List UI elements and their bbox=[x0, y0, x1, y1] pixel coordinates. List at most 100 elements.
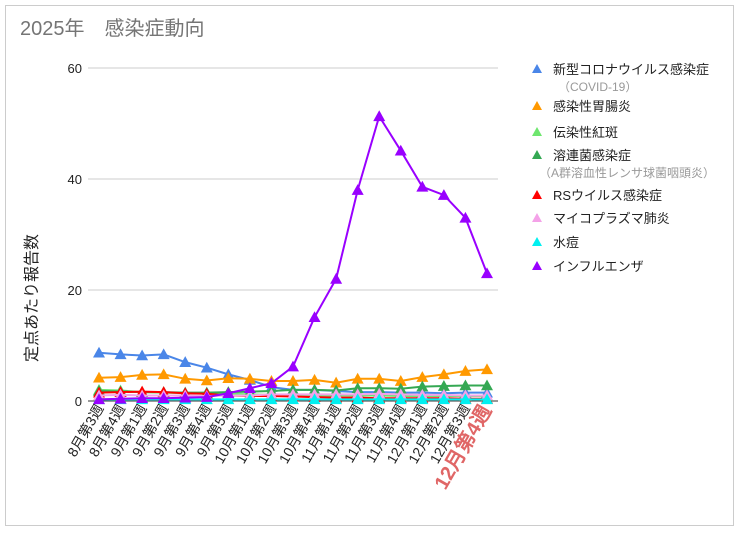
data-point[interactable] bbox=[179, 391, 192, 403]
legend-label: 伝染性紅斑 bbox=[553, 125, 618, 140]
chart-title: 2025年 感染症動向 bbox=[20, 17, 205, 40]
data-point[interactable] bbox=[437, 189, 450, 200]
legend-triangle-icon bbox=[532, 150, 542, 159]
data-point[interactable] bbox=[265, 393, 278, 405]
data-point[interactable] bbox=[222, 387, 235, 399]
legend-item[interactable]: インフルエンザ bbox=[532, 259, 644, 274]
data-point[interactable] bbox=[373, 387, 386, 399]
legend-triangle-icon bbox=[532, 190, 542, 199]
data-point[interactable] bbox=[437, 368, 450, 380]
data-point[interactable] bbox=[351, 372, 364, 384]
data-point[interactable] bbox=[351, 184, 364, 195]
data-point[interactable] bbox=[243, 393, 256, 405]
data-point[interactable] bbox=[416, 180, 429, 192]
data-point[interactable] bbox=[157, 392, 170, 404]
legend-label: 新型コロナウイルス感染症 bbox=[553, 62, 709, 77]
y-tick-label: 60 bbox=[68, 61, 82, 76]
legend-triangle-icon bbox=[532, 213, 542, 222]
data-point[interactable] bbox=[481, 267, 493, 279]
data-point[interactable] bbox=[330, 393, 343, 405]
data-point[interactable] bbox=[394, 393, 407, 405]
data-point[interactable] bbox=[416, 380, 429, 392]
data-point[interactable] bbox=[93, 346, 105, 358]
data-point[interactable] bbox=[351, 393, 364, 405]
legend-label: インフルエンザ bbox=[553, 259, 644, 274]
data-point[interactable] bbox=[157, 348, 170, 360]
data-point[interactable] bbox=[373, 382, 386, 394]
data-point[interactable] bbox=[287, 360, 299, 372]
data-point[interactable] bbox=[373, 372, 386, 384]
data-point[interactable] bbox=[351, 382, 364, 394]
data-point[interactable] bbox=[222, 393, 235, 405]
legend-sublabel: （A群溶血性レンサ球菌咽頭炎） bbox=[539, 165, 715, 180]
data-point[interactable] bbox=[459, 379, 472, 391]
data-point[interactable] bbox=[93, 371, 105, 383]
y-tick-label: 0 bbox=[75, 394, 82, 409]
legend-item[interactable]: マイコプラズマ肺炎 bbox=[532, 211, 670, 226]
y-tick-label: 20 bbox=[68, 283, 82, 298]
legend-item[interactable]: 水痘 bbox=[532, 235, 579, 250]
legend-triangle-icon bbox=[532, 101, 542, 110]
data-point[interactable] bbox=[394, 144, 407, 156]
y-axis-label: 定点あたり報告数 bbox=[23, 234, 41, 362]
series-line bbox=[98, 113, 488, 401]
legend-label: 感染性胃腸炎 bbox=[553, 99, 631, 114]
data-point[interactable] bbox=[200, 391, 213, 402]
chart-frame bbox=[5, 5, 734, 526]
data-point[interactable] bbox=[308, 393, 321, 405]
legend-triangle-icon bbox=[532, 127, 542, 136]
legend-item[interactable]: 新型コロナウイルス感染症 （COVID-19） bbox=[532, 62, 709, 94]
data-point[interactable] bbox=[136, 368, 149, 380]
data-point[interactable] bbox=[416, 371, 429, 382]
data-point[interactable] bbox=[287, 375, 299, 386]
data-point[interactable] bbox=[243, 372, 256, 384]
series-7 bbox=[93, 110, 493, 405]
data-point[interactable] bbox=[330, 376, 343, 388]
data-point[interactable] bbox=[114, 371, 127, 382]
data-point[interactable] bbox=[179, 372, 192, 384]
data-point[interactable] bbox=[287, 393, 299, 405]
legend-item[interactable]: 溶連菌感染症 （A群溶血性レンサ球菌咽頭炎） bbox=[532, 148, 715, 180]
data-point[interactable] bbox=[330, 272, 343, 284]
data-point[interactable] bbox=[157, 368, 170, 380]
data-point[interactable] bbox=[93, 393, 105, 405]
y-tick-label: 40 bbox=[68, 172, 82, 187]
legend-item[interactable]: RSウイルス感染症 bbox=[532, 188, 662, 203]
data-point[interactable] bbox=[114, 348, 127, 360]
data-point[interactable] bbox=[459, 393, 472, 405]
data-point[interactable] bbox=[394, 382, 407, 394]
data-point[interactable] bbox=[222, 372, 235, 384]
data-point[interactable] bbox=[481, 363, 493, 375]
data-point[interactable] bbox=[481, 379, 493, 391]
data-point[interactable] bbox=[200, 361, 213, 373]
data-point[interactable] bbox=[243, 382, 256, 394]
data-point[interactable] bbox=[459, 211, 472, 223]
data-point[interactable] bbox=[265, 377, 278, 389]
legend-item[interactable]: 感染性胃腸炎 bbox=[532, 99, 631, 114]
legend-label: 溶連菌感染症 bbox=[553, 148, 631, 163]
data-point[interactable] bbox=[179, 356, 192, 367]
data-point[interactable] bbox=[308, 373, 321, 385]
data-point[interactable] bbox=[136, 349, 149, 361]
data-point[interactable] bbox=[437, 380, 450, 391]
data-point[interactable] bbox=[459, 365, 472, 376]
legend-item[interactable]: 伝染性紅斑 bbox=[532, 125, 618, 140]
series-1 bbox=[93, 363, 493, 388]
legend-triangle-icon bbox=[532, 64, 542, 73]
legend-label: 水痘 bbox=[553, 235, 579, 250]
data-point[interactable] bbox=[373, 393, 386, 405]
data-point[interactable] bbox=[394, 375, 407, 386]
legend-label: RSウイルス感染症 bbox=[553, 188, 662, 203]
legend-label: マイコプラズマ肺炎 bbox=[553, 211, 670, 226]
data-point[interactable] bbox=[481, 393, 493, 405]
data-point[interactable] bbox=[308, 311, 321, 322]
legend-triangle-icon bbox=[532, 261, 542, 270]
data-point[interactable] bbox=[136, 392, 149, 404]
legend-sublabel: （COVID-19） bbox=[558, 80, 637, 94]
data-point[interactable] bbox=[114, 392, 127, 404]
data-point[interactable] bbox=[437, 393, 450, 405]
data-point[interactable] bbox=[373, 110, 386, 122]
data-point[interactable] bbox=[200, 374, 213, 386]
data-point[interactable] bbox=[416, 393, 429, 405]
